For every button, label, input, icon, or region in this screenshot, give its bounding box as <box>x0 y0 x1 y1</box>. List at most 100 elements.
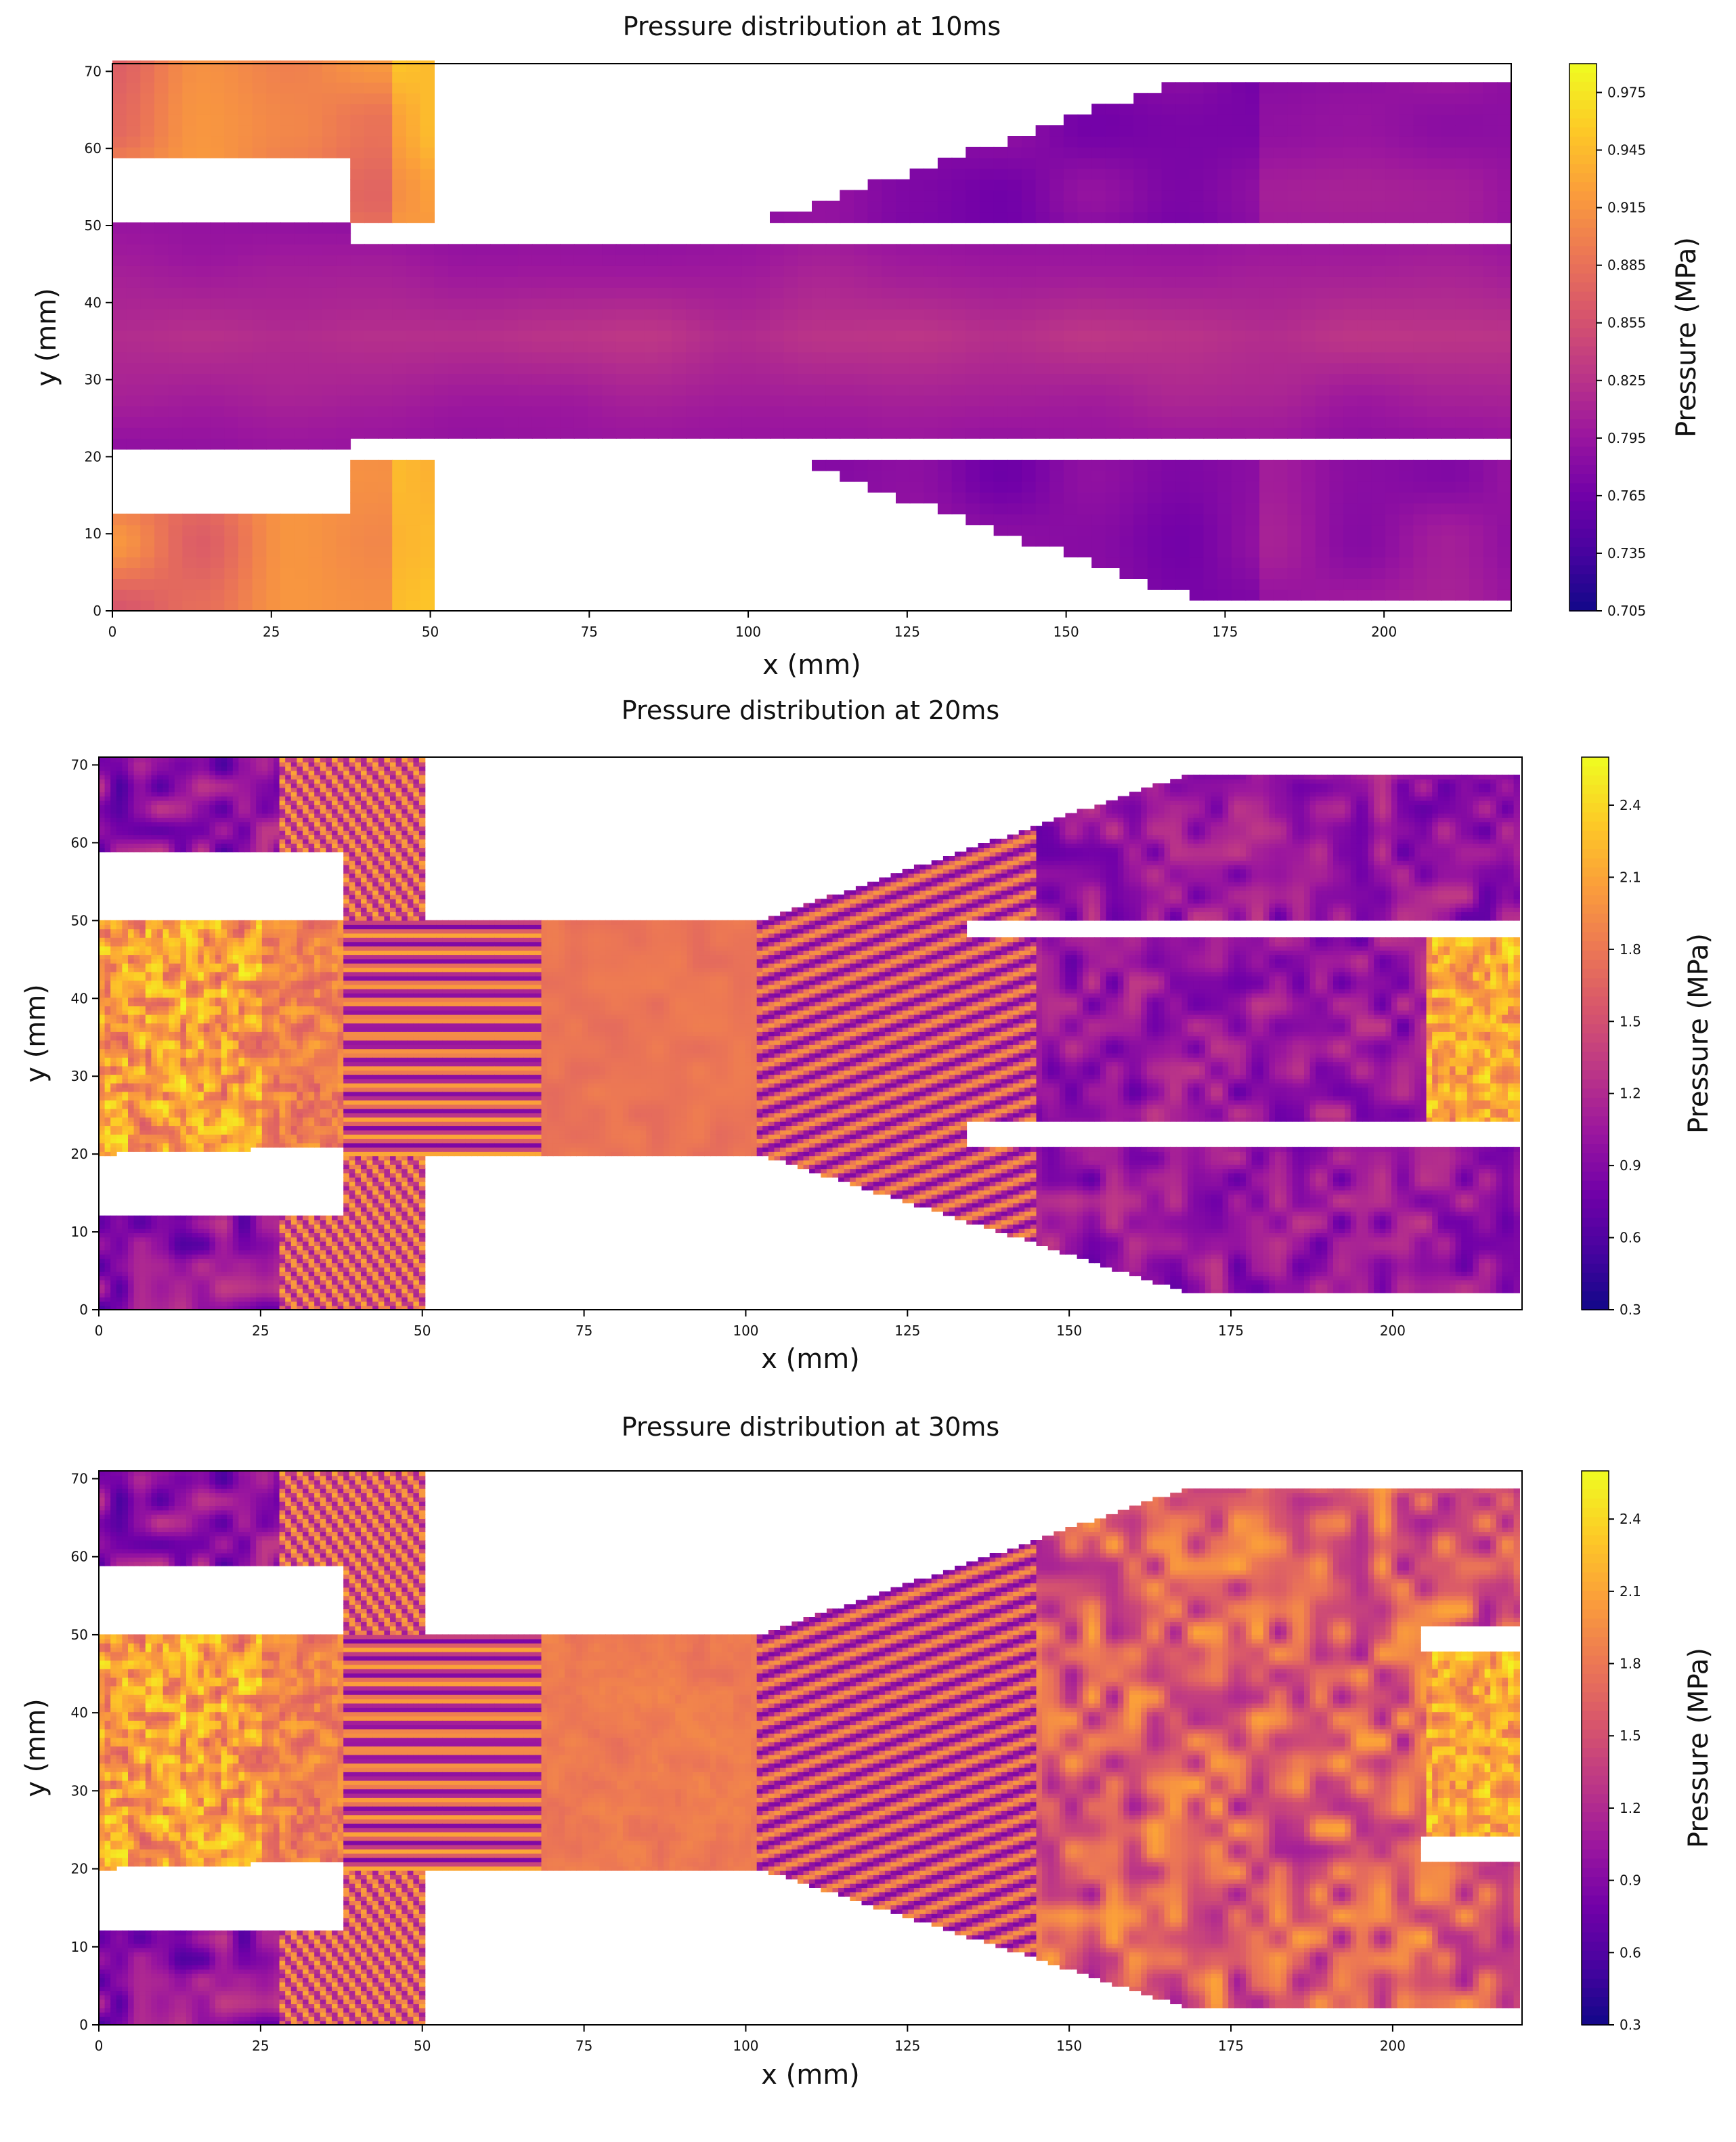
heatmap-field <box>99 757 1520 1310</box>
y-tick-label: 50 <box>71 912 88 928</box>
panel-title: Pressure distribution at 30ms <box>622 1412 999 1442</box>
x-tick-label: 100 <box>733 2038 758 2054</box>
y-tick-label: 40 <box>71 1705 88 1721</box>
x-axis-label: x (mm) <box>761 1344 860 1375</box>
colorbar-tick-label: 0.855 <box>1607 315 1646 331</box>
y-tick-label: 10 <box>71 1224 88 1240</box>
y-axis-label: y (mm) <box>20 1698 51 1797</box>
y-tick-label: 20 <box>85 448 102 465</box>
x-tick-label: 50 <box>422 624 439 640</box>
y-tick-label: 40 <box>85 295 102 311</box>
x-tick-label: 50 <box>414 2038 431 2054</box>
y-axis-label: y (mm) <box>20 984 51 1083</box>
colorbar-tick-label: 1.5 <box>1620 1013 1641 1029</box>
colorbar-tick-label: 0.705 <box>1607 603 1646 619</box>
colorbar-tick-label: 1.8 <box>1620 1656 1641 1672</box>
panel-title: Pressure distribution at 10ms <box>623 12 1001 41</box>
colorbar-tick-label: 0.975 <box>1607 85 1646 101</box>
colorbar-tick-label: 0.765 <box>1607 488 1646 504</box>
y-tick-label: 70 <box>71 756 88 773</box>
colorbar-label: Pressure (MPa) <box>1683 1648 1714 1848</box>
y-tick-label: 30 <box>71 1782 88 1799</box>
x-tick-label: 25 <box>252 1323 269 1339</box>
y-tick-label: 0 <box>79 2017 88 2033</box>
colorbar-tick-label: 2.1 <box>1620 869 1641 885</box>
x-tick-label: 75 <box>581 624 598 640</box>
colorbar-tick-label: 1.2 <box>1620 1800 1641 1816</box>
colorbar: 0.3 0.6 0.9 1.2 1.5 1.8 2.1 2.4 Pressure (MPa) <box>1581 1470 1714 2033</box>
x-tick-label: 0 <box>95 2038 104 2054</box>
x-tick-label: 175 <box>1218 1323 1244 1339</box>
y-tick-label: 20 <box>71 1861 88 1877</box>
x-axis-label: x (mm) <box>761 2059 860 2091</box>
colorbar-tick-label: 1.2 <box>1620 1086 1641 1102</box>
heatmap-field <box>99 1471 1520 2026</box>
x-tick-label: 0 <box>95 1323 104 1339</box>
colorbar-tick-label: 1.5 <box>1620 1728 1641 1744</box>
colorbar-tick-label: 0.795 <box>1607 430 1646 446</box>
y-tick-label: 70 <box>85 63 102 79</box>
x-tick-label: 50 <box>414 1323 431 1339</box>
x-tick-label: 100 <box>733 1323 758 1339</box>
colorbar-tick-label: 0.885 <box>1607 257 1646 274</box>
x-tick-label: 175 <box>1212 624 1238 640</box>
colorbar-tick-label: 0.9 <box>1620 1872 1641 1889</box>
x-tick-label: 0 <box>108 624 117 640</box>
y-tick-label: 30 <box>85 372 102 388</box>
axes-frame <box>98 756 1523 1310</box>
x-tick-label: 125 <box>894 624 920 640</box>
x-axis-label: x (mm) <box>762 649 861 681</box>
x-tick-label: 150 <box>1056 2038 1082 2054</box>
y-tick-label: 50 <box>85 217 102 234</box>
colorbar-tick-label: 0.6 <box>1620 1230 1641 1246</box>
y-tick-label: 60 <box>71 834 88 851</box>
colorbar-tick-label: 2.4 <box>1620 797 1641 813</box>
x-tick-label: 100 <box>735 624 761 640</box>
colorbar-tick-label: 0.9 <box>1620 1157 1641 1174</box>
colorbar-tick-label: 0.915 <box>1607 200 1646 216</box>
y-tick-label: 30 <box>71 1068 88 1084</box>
x-tick-label: 175 <box>1218 2038 1244 2054</box>
y-tick-label: 60 <box>71 1549 88 1565</box>
colorbar-tick-label: 1.8 <box>1620 941 1641 958</box>
heatmap-field <box>112 60 1512 612</box>
axes-frame <box>98 1470 1523 2026</box>
x-tick-label: 125 <box>894 1323 920 1339</box>
colorbar-tick-label: 0.945 <box>1607 142 1646 158</box>
panel-title: Pressure distribution at 20ms <box>622 695 999 725</box>
x-tick-label: 75 <box>576 2038 592 2054</box>
y-tick-label: 40 <box>71 990 88 1006</box>
y-tick-label: 0 <box>79 1302 88 1318</box>
y-tick-label: 20 <box>71 1146 88 1162</box>
colorbar-tick-label: 0.735 <box>1607 545 1646 561</box>
y-tick-label: 10 <box>85 526 102 542</box>
x-tick-label: 200 <box>1380 2038 1406 2054</box>
colorbar-tick-label: 0.3 <box>1620 2017 1641 2033</box>
y-tick-label: 60 <box>85 140 102 156</box>
axes-frame <box>112 63 1512 612</box>
x-tick-label: 25 <box>252 2038 269 2054</box>
y-tick-label: 70 <box>71 1471 88 1487</box>
x-tick-label: 200 <box>1371 624 1397 640</box>
y-tick-label: 0 <box>93 603 102 619</box>
colorbar-tick-label: 2.1 <box>1620 1583 1641 1600</box>
colorbar-label: Pressure (MPa) <box>1683 933 1714 1134</box>
y-tick-label: 10 <box>71 1939 88 1955</box>
x-tick-label: 25 <box>263 624 280 640</box>
x-tick-label: 200 <box>1380 1323 1406 1339</box>
x-tick-label: 75 <box>576 1323 592 1339</box>
colorbar-tick-label: 0.825 <box>1607 372 1646 389</box>
colorbar-tick-label: 2.4 <box>1620 1511 1641 1527</box>
colorbar: 0.705 0.735 0.765 0.795 0.825 0.855 0.885 0.915… <box>1569 63 1702 619</box>
colorbar-label: Pressure (MPa) <box>1671 237 1702 437</box>
colorbar-tick-label: 0.6 <box>1620 1944 1641 1961</box>
x-tick-label: 150 <box>1056 1323 1082 1339</box>
colorbar: 0.3 0.6 0.9 1.2 1.5 1.8 2.1 2.4 Pressure (MPa) <box>1581 756 1714 1318</box>
colorbar-tick-label: 0.3 <box>1620 1302 1641 1318</box>
y-axis-label: y (mm) <box>31 288 62 387</box>
x-tick-label: 150 <box>1054 624 1079 640</box>
